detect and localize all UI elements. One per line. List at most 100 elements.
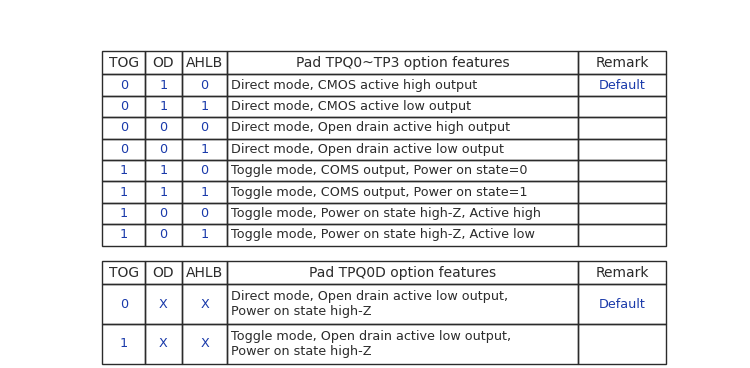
Bar	[227, 117, 578, 139]
Text: TOG: TOG	[109, 266, 139, 280]
Text: X: X	[200, 337, 209, 350]
Bar	[146, 203, 182, 224]
Bar	[227, 51, 578, 74]
Bar	[103, 74, 146, 96]
Text: TOG: TOG	[109, 56, 139, 70]
Text: 1: 1	[200, 229, 208, 241]
Text: X: X	[159, 298, 168, 311]
Text: X: X	[200, 298, 209, 311]
Bar	[182, 96, 227, 117]
Bar	[578, 51, 666, 74]
Text: 1: 1	[200, 143, 208, 156]
Text: Toggle mode, Power on state high-Z, Active high: Toggle mode, Power on state high-Z, Acti…	[232, 207, 542, 220]
Text: 0: 0	[159, 229, 167, 241]
Text: 1: 1	[159, 185, 167, 199]
Text: 1: 1	[120, 337, 128, 350]
Text: OD: OD	[152, 266, 174, 280]
Bar	[578, 261, 666, 284]
Text: Toggle mode, COMS output, Power on state=1: Toggle mode, COMS output, Power on state…	[232, 185, 528, 199]
Bar	[227, 181, 578, 203]
Bar	[103, 324, 146, 364]
Bar	[227, 261, 578, 284]
Bar	[578, 117, 666, 139]
Bar	[146, 51, 182, 74]
Text: Remark: Remark	[596, 266, 649, 280]
Bar	[227, 160, 578, 181]
Text: 1: 1	[120, 164, 128, 177]
Text: 0: 0	[200, 79, 208, 92]
Text: 0: 0	[120, 143, 128, 156]
Bar	[103, 51, 146, 74]
Text: 0: 0	[200, 164, 208, 177]
Text: 1: 1	[159, 164, 167, 177]
Bar	[103, 96, 146, 117]
Text: Toggle mode, Open drain active low output,
Power on state high-Z: Toggle mode, Open drain active low outpu…	[232, 330, 512, 358]
Bar	[578, 181, 666, 203]
Bar	[578, 74, 666, 96]
Text: 0: 0	[120, 79, 128, 92]
Bar	[103, 160, 146, 181]
Bar	[146, 324, 182, 364]
Bar	[227, 284, 578, 324]
Text: AHLB: AHLB	[186, 56, 224, 70]
Bar	[578, 203, 666, 224]
Bar	[103, 139, 146, 160]
Bar	[578, 96, 666, 117]
Bar	[146, 261, 182, 284]
Text: Toggle mode, COMS output, Power on state=0: Toggle mode, COMS output, Power on state…	[232, 164, 528, 177]
Text: Toggle mode, Power on state high-Z, Active low: Toggle mode, Power on state high-Z, Acti…	[232, 229, 536, 241]
Bar	[182, 160, 227, 181]
Bar	[578, 324, 666, 364]
Bar	[103, 224, 146, 245]
Text: Default: Default	[598, 79, 646, 92]
Text: 0: 0	[120, 121, 128, 134]
Text: Direct mode, CMOS active low output: Direct mode, CMOS active low output	[232, 100, 472, 113]
Bar	[182, 284, 227, 324]
Text: 0: 0	[200, 121, 208, 134]
Bar	[227, 203, 578, 224]
Bar	[146, 96, 182, 117]
Bar	[182, 261, 227, 284]
Text: Remark: Remark	[596, 56, 649, 70]
Text: 0: 0	[200, 207, 208, 220]
Bar	[103, 261, 146, 284]
Bar	[146, 117, 182, 139]
Bar	[182, 324, 227, 364]
Text: Default: Default	[598, 298, 646, 311]
Text: 0: 0	[159, 143, 167, 156]
Text: 1: 1	[120, 185, 128, 199]
Bar	[146, 74, 182, 96]
Text: 1: 1	[159, 100, 167, 113]
Text: Pad TPQ0~TP3 option features: Pad TPQ0~TP3 option features	[296, 56, 509, 70]
Bar	[182, 181, 227, 203]
Bar	[182, 224, 227, 245]
Bar	[182, 51, 227, 74]
Text: Direct mode, CMOS active high output: Direct mode, CMOS active high output	[232, 79, 478, 92]
Text: AHLB: AHLB	[186, 266, 224, 280]
Bar	[578, 160, 666, 181]
Text: Direct mode, Open drain active low output,
Power on state high-Z: Direct mode, Open drain active low outpu…	[232, 290, 509, 318]
Text: 0: 0	[120, 100, 128, 113]
Bar	[182, 74, 227, 96]
Bar	[103, 181, 146, 203]
Bar	[103, 203, 146, 224]
Bar	[182, 203, 227, 224]
Bar	[146, 284, 182, 324]
Bar	[103, 284, 146, 324]
Bar	[227, 324, 578, 364]
Bar	[103, 117, 146, 139]
Text: 1: 1	[159, 79, 167, 92]
Text: 1: 1	[200, 185, 208, 199]
Bar	[227, 224, 578, 245]
Text: 0: 0	[120, 298, 128, 311]
Bar	[182, 117, 227, 139]
Bar	[578, 224, 666, 245]
Text: Direct mode, Open drain active high output: Direct mode, Open drain active high outp…	[232, 121, 511, 134]
Text: 1: 1	[120, 207, 128, 220]
Bar	[146, 160, 182, 181]
Text: 1: 1	[120, 229, 128, 241]
Bar	[146, 181, 182, 203]
Bar	[182, 139, 227, 160]
Text: 0: 0	[159, 121, 167, 134]
Text: X: X	[159, 337, 168, 350]
